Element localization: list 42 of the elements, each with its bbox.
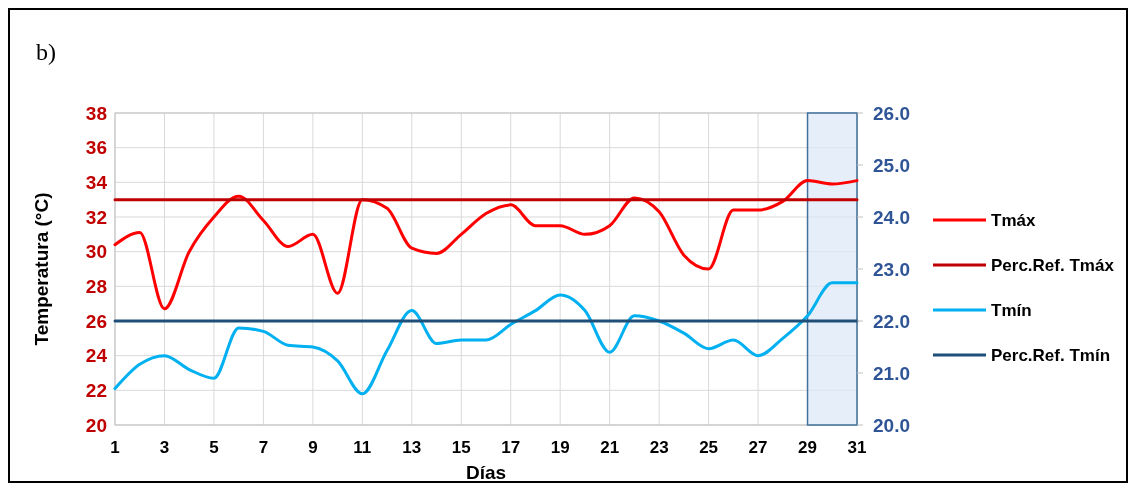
y-tick-label: 22 (85, 379, 107, 401)
legend-label: Perc.Ref. Tmín (991, 345, 1111, 365)
y-tick-label: 24 (85, 345, 108, 367)
y2-tick-label: 25.0 (873, 154, 910, 176)
x-tick-label: 13 (402, 438, 422, 457)
y2-tick-label: 26.0 (873, 102, 910, 124)
legend-label: Tmáx (991, 210, 1036, 230)
x-tick-label: 27 (748, 438, 768, 457)
x-tick-label: 31 (847, 438, 867, 457)
y2-tick-label: 21.0 (873, 362, 910, 384)
x-tick-label: 21 (600, 438, 620, 457)
y-tick-label: 32 (85, 206, 107, 228)
y-tick-label: 36 (85, 137, 107, 159)
x-tick-label: 25 (699, 438, 719, 457)
chart-title: b) (36, 39, 56, 65)
line-series (113, 179, 859, 311)
y2-tick-label: 22.0 (873, 310, 910, 332)
y2-tick-label: 20.0 (873, 414, 910, 436)
y-axis-title: Temperatura (°C) (31, 192, 52, 346)
y-tick-label: 28 (85, 275, 107, 297)
x-tick-label: 1 (110, 438, 120, 457)
y-tick-label: 34 (85, 171, 108, 193)
line-series (113, 281, 859, 396)
legend-label: Perc.Ref. Tmáx (991, 255, 1115, 275)
x-axis-title: Días (465, 462, 507, 483)
legend-label: Tmín (991, 300, 1032, 320)
x-tick-label: 3 (159, 438, 170, 457)
x-tick-label: 29 (798, 438, 817, 457)
y-tick-label: 38 (85, 102, 107, 124)
x-tick-label: 19 (550, 438, 570, 457)
y2-tick-label: 24.0 (873, 206, 910, 228)
x-tick-label: 11 (353, 438, 372, 457)
x-tick-label: 23 (649, 438, 669, 457)
y-tick-label: 30 (85, 241, 107, 263)
x-tick-label: 15 (451, 438, 471, 457)
x-tick-label: 17 (501, 438, 521, 457)
x-tick-label: 7 (258, 438, 269, 457)
y2-tick-label: 23.0 (873, 258, 910, 280)
x-tick-label: 9 (308, 438, 318, 457)
x-tick-label: 5 (209, 438, 219, 457)
y-tick-label: 20 (85, 414, 107, 436)
y-tick-label: 26 (85, 310, 107, 332)
